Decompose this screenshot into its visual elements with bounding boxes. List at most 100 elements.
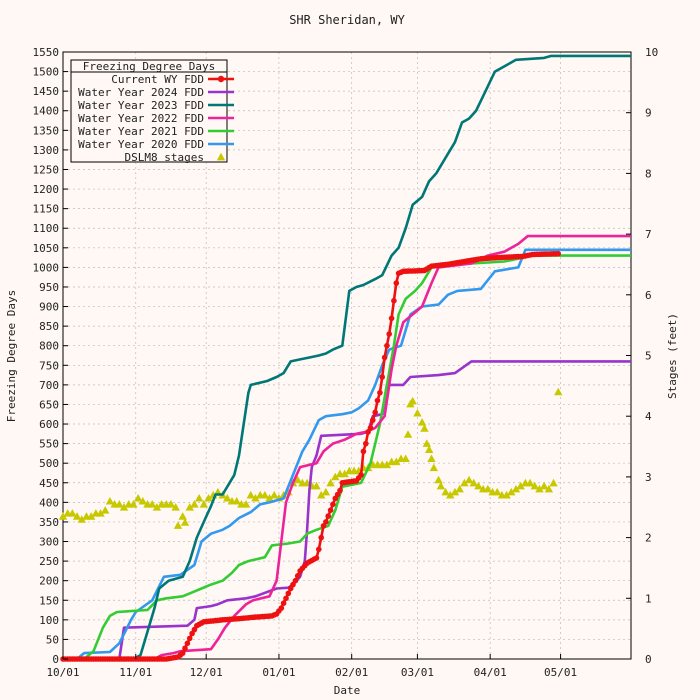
y2-tick-label: 10	[645, 46, 658, 59]
dslm8-stage-point	[316, 490, 326, 499]
dslm8-stage-point	[173, 521, 183, 529]
x-tick-label: 04/01	[474, 666, 507, 679]
dslm8-stage-point	[483, 484, 493, 493]
dslm8-stage-point	[152, 503, 162, 511]
dslm8-stage-point	[464, 475, 474, 484]
current-fdd-point	[381, 354, 388, 361]
dslm8-stage-point	[434, 475, 443, 484]
legend-triangle-marker	[216, 152, 226, 161]
dslm8-stage-point	[129, 500, 138, 508]
y-tick-label: 300	[39, 536, 59, 549]
current-fdd-point	[294, 573, 301, 579]
legend: Freezing Degree Days Current WY FDDWater…	[70, 59, 234, 164]
y-tick-label: 500	[39, 457, 59, 470]
current-fdd-point	[280, 600, 287, 606]
dslm8-stage-point	[105, 496, 115, 505]
dslm8-stage-point	[260, 490, 270, 499]
y2-tick-label: 7	[645, 228, 652, 241]
dslm8-stage-point	[507, 487, 516, 496]
legend-entry-label: Water Year 2021 FDD	[78, 125, 204, 138]
legend-entry-label: Water Year 2024 FDD	[78, 86, 204, 99]
dslm8-stage-point	[232, 496, 241, 505]
dslm8-stage-point	[554, 387, 563, 396]
y-tick-label: 1550	[33, 46, 60, 59]
dslm8-stage-point	[408, 396, 417, 405]
dslm8-stage-point	[251, 493, 260, 502]
dslm8-stage-point	[450, 487, 460, 496]
y-tick-label: 0	[52, 653, 59, 666]
y-tick-label: 1500	[33, 66, 60, 79]
current-fdd-point	[186, 635, 193, 642]
dslm8-stage-point	[138, 496, 148, 505]
y-tick-label: 1050	[33, 242, 60, 255]
current-fdd-point	[318, 534, 325, 541]
current-fdd-point	[337, 487, 343, 494]
dslm8-stage-point	[293, 475, 302, 484]
dslm8-stage-point	[77, 515, 86, 523]
y2-axis-label: Stages (feet)	[666, 313, 679, 399]
dslm8-stage-point	[441, 487, 450, 496]
y2-tick-label: 5	[645, 350, 652, 363]
dslm8-stage-point	[401, 454, 410, 463]
current-fdd-point	[367, 425, 374, 431]
dslm8-stage-point	[72, 512, 82, 520]
x-tick-label: 05/01	[544, 666, 577, 679]
dslm8-stage-point	[403, 430, 413, 438]
dslm8-stage-point	[502, 490, 511, 499]
series-line-wy2024	[63, 360, 631, 661]
dslm8-stage-point	[446, 490, 455, 499]
y2-tick-label: 4	[645, 410, 652, 423]
current-fdd-point	[391, 297, 397, 304]
dslm8-stage-point	[96, 509, 105, 517]
current-fdd-point	[386, 331, 393, 337]
current-fdd-point	[388, 315, 395, 322]
dslm8-stage-point	[133, 493, 143, 502]
dslm8-stage-point	[223, 493, 232, 502]
y-axis-label: Freezing Degree Days	[5, 290, 18, 422]
current-fdd-point	[370, 417, 376, 423]
y-tick-label: 200	[39, 575, 59, 588]
current-fdd-point	[179, 650, 186, 656]
y-tick-label: 1150	[33, 203, 60, 216]
dslm8-stage-point	[417, 418, 427, 426]
dslm8-stage-point	[429, 463, 439, 472]
x-tick-label: 10/01	[46, 666, 79, 679]
series-current	[60, 250, 561, 662]
dslm8-stage-point	[199, 500, 209, 508]
dslm8-stage-point	[270, 490, 279, 499]
dslm8-stage-point	[326, 478, 335, 487]
dslm8-stage-point	[178, 512, 187, 520]
y-tick-label: 1000	[33, 261, 60, 274]
y-tick-label: 850	[39, 320, 59, 333]
current-fdd-point	[555, 250, 561, 257]
current-fdd-point	[379, 374, 386, 380]
current-fdd-point	[313, 555, 320, 561]
dslm8-stage-point	[185, 503, 194, 511]
current-fdd-point	[363, 440, 369, 447]
current-fdd-point	[285, 590, 292, 597]
x-tick-label: 02/01	[335, 666, 368, 679]
series-layer	[58, 54, 631, 662]
y2-tick-label: 2	[645, 532, 652, 545]
y-tick-label: 550	[39, 438, 59, 451]
y2-tick-label: 9	[645, 107, 652, 120]
y2-tick-label: 0	[645, 653, 652, 666]
dslm8-stage-point	[180, 518, 190, 526]
dslm8-stage-point	[460, 478, 469, 487]
x-axis-label: Date	[334, 684, 361, 697]
legend-entry-label: Water Year 2022 FDD	[78, 112, 204, 125]
y2-tick-label: 1	[645, 592, 652, 605]
dslm8-stage-point	[427, 454, 436, 463]
current-fdd-point	[325, 513, 332, 519]
series-wy2020	[63, 248, 631, 661]
series-line-wy2023	[63, 54, 631, 661]
dslm8-stage-point	[420, 424, 429, 432]
dslm8-stage-point	[312, 481, 321, 490]
y-tick-label: 1300	[33, 144, 60, 157]
y-tick-label: 100	[39, 614, 59, 627]
dslm8-stage-point	[525, 478, 535, 487]
dslm8-stage-point	[340, 469, 349, 478]
y-tick-label: 800	[39, 340, 59, 353]
y-tick-label: 1350	[33, 124, 60, 137]
current-fdd-point	[283, 595, 289, 602]
